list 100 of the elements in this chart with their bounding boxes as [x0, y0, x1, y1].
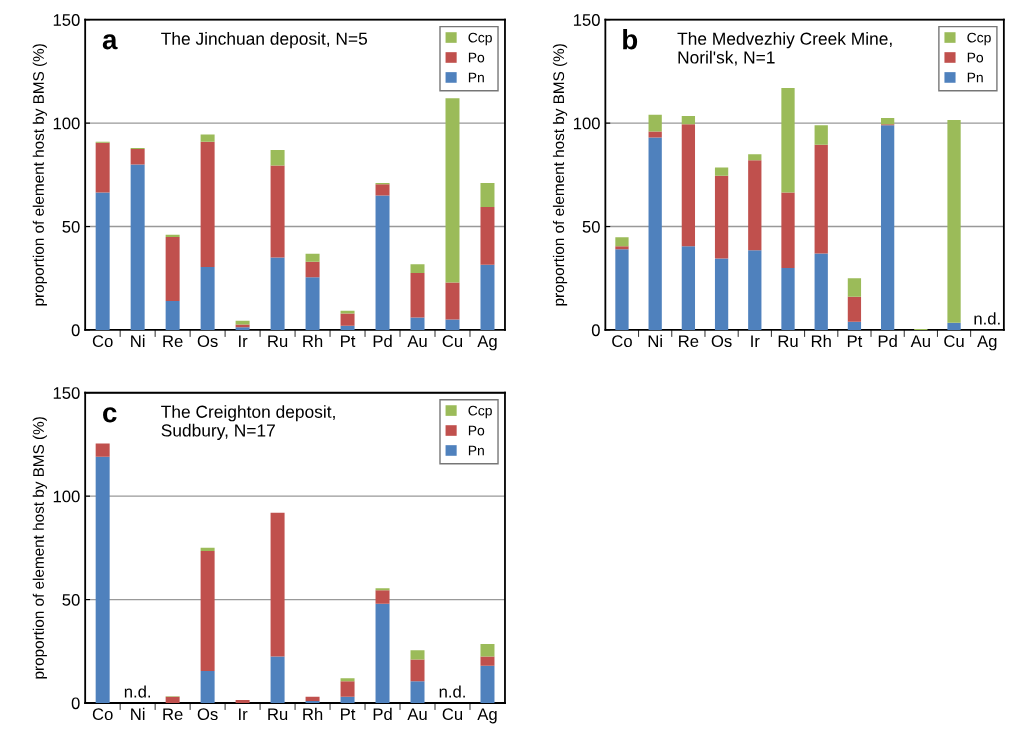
bar	[165, 301, 180, 330]
bar	[480, 665, 495, 703]
bar	[410, 264, 425, 274]
x-tick-label: Pd	[878, 334, 897, 348]
x-tick-label: Rh	[811, 334, 831, 347]
legend-label: Pn	[468, 72, 484, 83]
legend-label: Pn	[468, 445, 484, 456]
bar	[648, 137, 662, 330]
bar	[375, 603, 390, 703]
y-tick-label: 0	[71, 697, 80, 710]
bar	[410, 659, 425, 682]
bar	[781, 192, 795, 268]
bar	[480, 264, 495, 330]
bar	[235, 320, 250, 325]
x-tick-label: Ir	[239, 335, 248, 347]
bar	[340, 313, 355, 326]
bar	[480, 206, 495, 265]
x-tick-label: Pd	[373, 334, 392, 348]
x-tick-label: Ni	[131, 707, 145, 720]
bar	[648, 131, 662, 138]
bar	[480, 183, 495, 207]
legend-label: Ccp	[967, 32, 991, 46]
annotation: n.d.	[439, 685, 465, 698]
bar	[375, 588, 390, 591]
text: The Creighton deposit, Sudbury, N=17	[161, 405, 335, 441]
y-tick-label: 100	[53, 490, 80, 503]
bar	[200, 670, 215, 703]
legend-label: Pn	[967, 72, 983, 83]
x-tick-label: Cu	[944, 335, 964, 348]
y-tick-label: 50	[62, 593, 80, 606]
bar	[814, 253, 828, 330]
bar	[375, 195, 390, 330]
bar	[847, 278, 862, 297]
x-tick-label: Ir	[239, 708, 248, 720]
y-tick-label: 0	[71, 324, 80, 337]
x-tick-label: Ag	[477, 335, 497, 351]
y-axis-title: proportion of element host by BMS (%)	[552, 44, 568, 306]
bar	[880, 117, 895, 125]
annotation: n.d.	[974, 312, 1000, 325]
x-tick-label: Ir	[751, 335, 760, 347]
x-tick-label: Co	[92, 335, 113, 348]
bar	[305, 261, 320, 278]
bar	[615, 249, 629, 330]
x-tick-label: Ru	[268, 335, 288, 348]
bar	[410, 317, 425, 330]
bar	[95, 456, 110, 703]
bar	[615, 246, 629, 250]
x-tick-label: Os	[197, 708, 218, 721]
x-tick-label: Cu	[442, 708, 463, 721]
bar	[270, 512, 285, 657]
bar	[375, 184, 390, 196]
x-tick-label: Ag	[977, 335, 997, 351]
bar	[480, 644, 495, 657]
bar	[681, 124, 696, 247]
x-tick-label: Rh	[303, 334, 323, 347]
x-tick-label: Cu	[442, 335, 463, 348]
x-tick-label: Ag	[477, 708, 497, 724]
bar	[270, 165, 285, 258]
bar	[305, 696, 320, 701]
y-axis-title: proportion of element host by BMS (%)	[32, 417, 47, 679]
bar	[781, 87, 795, 193]
legend-label: Ccp	[468, 405, 492, 419]
x-tick-label: Re	[163, 708, 183, 721]
x-tick-label: Re	[163, 335, 183, 348]
x-tick-label: Co	[612, 335, 632, 348]
bar	[714, 167, 729, 176]
bar	[130, 148, 145, 165]
bar	[714, 175, 729, 259]
bar	[410, 650, 425, 660]
bar	[200, 134, 215, 142]
x-tick-label: Rh	[303, 707, 323, 720]
legend-label: Po	[967, 52, 984, 63]
legend-label: Ccp	[468, 32, 492, 46]
bar	[340, 681, 355, 697]
bar	[200, 141, 215, 267]
bar	[648, 114, 662, 132]
bar	[410, 273, 425, 318]
x-tick-label: Os	[197, 335, 218, 348]
bar	[305, 277, 320, 330]
y-tick-label: 100	[573, 117, 600, 130]
annotation: a	[102, 34, 118, 50]
bar	[445, 282, 460, 320]
bar	[95, 142, 110, 193]
x-tick-label: Re	[679, 335, 699, 348]
x-tick-label: Pt	[341, 335, 356, 348]
bar	[200, 266, 215, 330]
x-tick-label: Ni	[648, 334, 662, 347]
bar	[814, 144, 828, 254]
bar	[681, 115, 696, 125]
y-tick-label: 150	[573, 14, 600, 26]
bar	[200, 547, 215, 551]
bar	[270, 150, 285, 166]
bar	[130, 164, 145, 330]
bar	[947, 322, 961, 330]
annotation: n.d.	[124, 685, 151, 698]
bar	[95, 192, 110, 330]
y-tick-label: 100	[53, 117, 80, 130]
bar	[445, 98, 460, 283]
y-tick-label: 150	[53, 387, 80, 399]
bar	[681, 246, 696, 330]
